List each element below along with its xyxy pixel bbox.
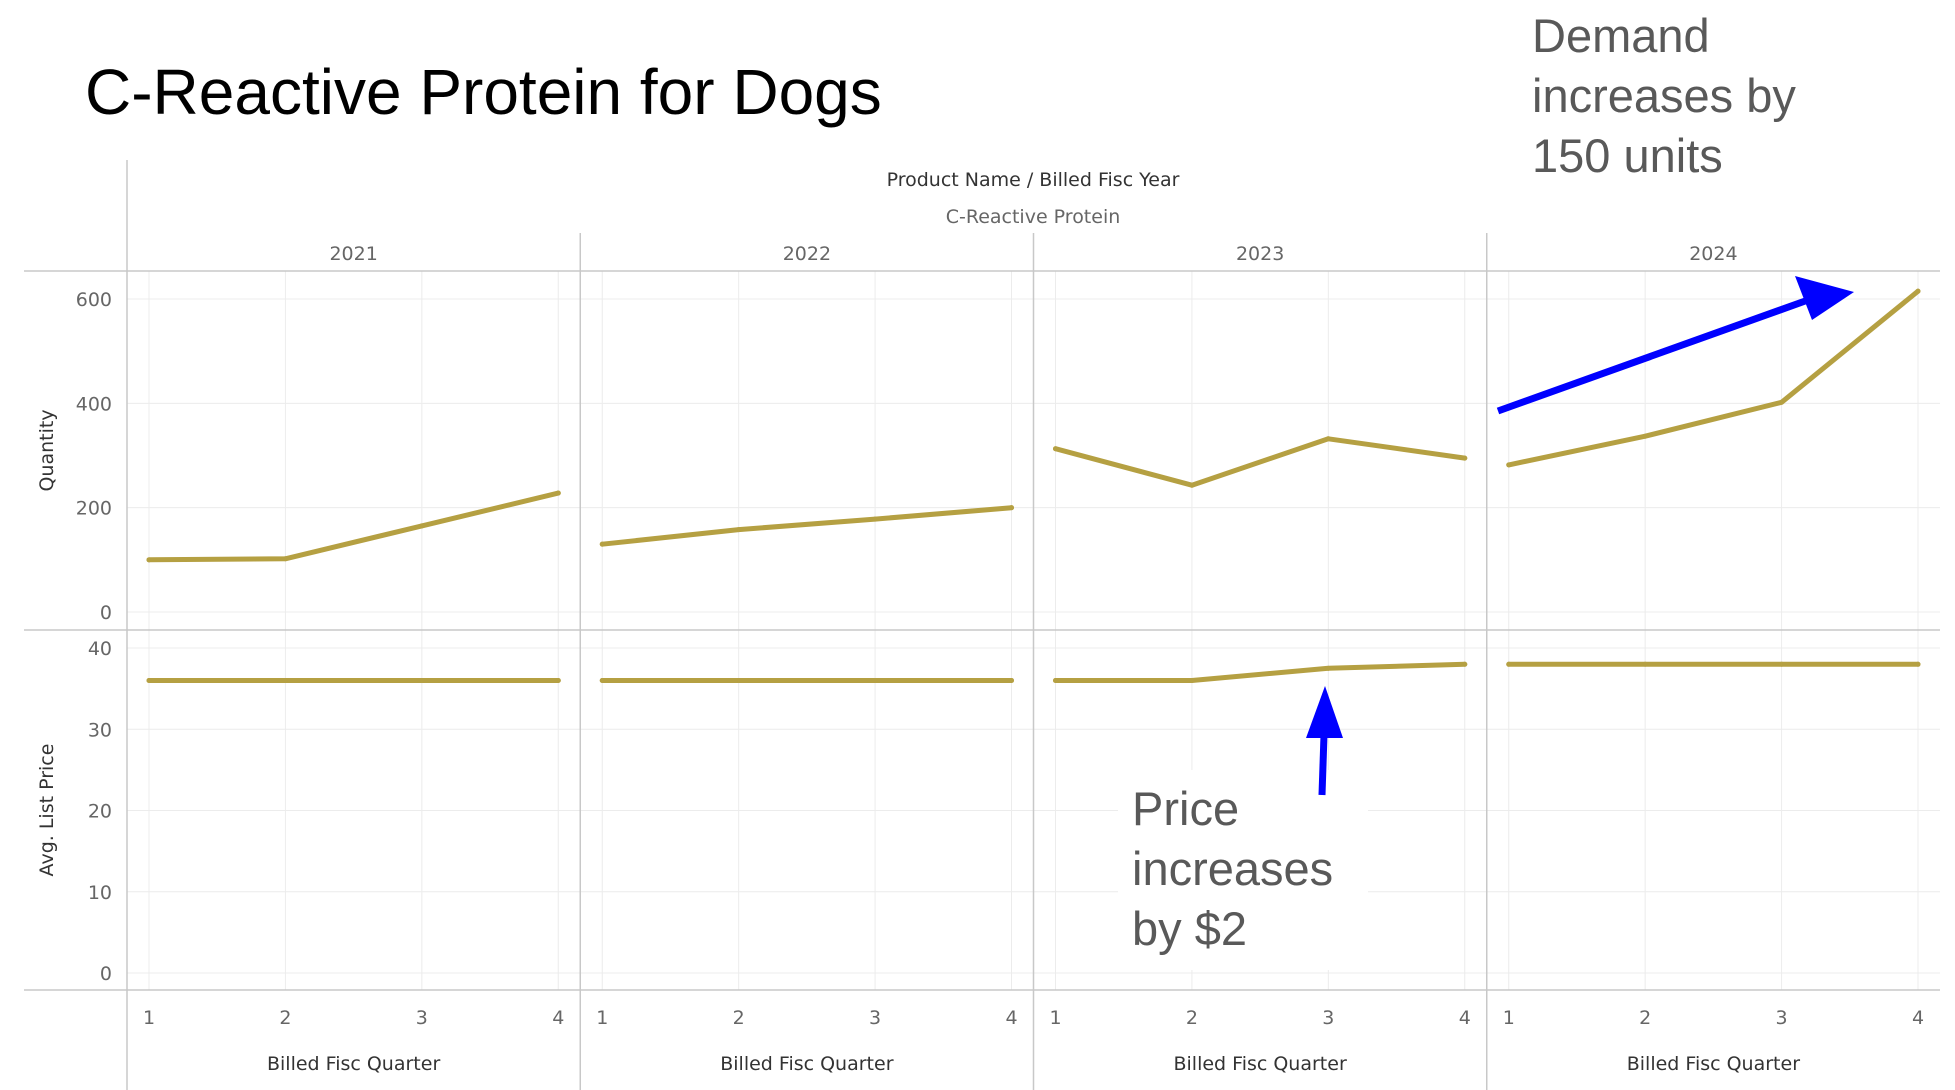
data-point bbox=[1009, 505, 1014, 511]
data-point bbox=[1506, 661, 1512, 667]
data-point bbox=[1053, 678, 1058, 683]
price-annotation-bg bbox=[1118, 770, 1368, 970]
price-arrowhead bbox=[1306, 686, 1343, 738]
x-axis-title: Billed Fisc Quarter bbox=[1173, 1053, 1346, 1075]
y-tick-label: 40 bbox=[88, 638, 112, 660]
chart-header: Product Name / Billed Fisc Year bbox=[887, 169, 1180, 191]
x-tick-label: 4 bbox=[1005, 1007, 1017, 1029]
data-point bbox=[1462, 661, 1468, 667]
data-point bbox=[419, 523, 425, 529]
data-point bbox=[1009, 678, 1014, 683]
year-header: 2024 bbox=[1689, 243, 1737, 265]
data-point bbox=[1506, 462, 1512, 468]
axis-labels: 0 200 400 600 Quantity 0 10 20 30 40 Avg. List Pri… bbox=[36, 243, 1924, 1075]
data-point bbox=[1779, 399, 1785, 405]
y-tick-label: 400 bbox=[76, 393, 112, 415]
series-line bbox=[1053, 436, 1468, 488]
data-point bbox=[419, 678, 425, 683]
data-point bbox=[1325, 665, 1331, 671]
y-tick-label: 30 bbox=[88, 719, 112, 741]
x-tick-label: 2 bbox=[1639, 1007, 1651, 1029]
x-axis-title: Billed Fisc Quarter bbox=[267, 1053, 440, 1075]
price-annotation-line-3: by $2 bbox=[1132, 902, 1247, 955]
data-point bbox=[1915, 661, 1921, 667]
data-point bbox=[736, 527, 742, 533]
data-point bbox=[146, 678, 152, 683]
data-point bbox=[555, 678, 561, 683]
x-tick-label: 1 bbox=[1503, 1007, 1515, 1029]
data-point bbox=[872, 516, 878, 522]
y-tick-label: 10 bbox=[88, 882, 112, 904]
demand-arrow bbox=[1496, 296, 1810, 415]
x-tick-label: 3 bbox=[869, 1007, 881, 1029]
x-axis-title: Billed Fisc Quarter bbox=[1627, 1053, 1800, 1075]
y-tick-label: 20 bbox=[88, 801, 112, 823]
data-point bbox=[1779, 661, 1785, 667]
data-point bbox=[599, 541, 605, 547]
page-title: C-Reactive Protein for Dogs bbox=[85, 56, 882, 128]
x-tick-label: 4 bbox=[1459, 1007, 1471, 1029]
year-header: 2023 bbox=[1236, 243, 1284, 265]
x-tick-label: 4 bbox=[552, 1007, 564, 1029]
demand-arrowhead bbox=[1795, 276, 1854, 320]
y-tick-label: 0 bbox=[100, 963, 112, 985]
data-point bbox=[146, 557, 152, 563]
y-axis-title: Quantity bbox=[36, 409, 58, 491]
demand-annotation: Demand increases by 150 units bbox=[1532, 9, 1796, 182]
price-annotation-line-1: Price bbox=[1132, 782, 1239, 835]
price-arrow bbox=[1318, 734, 1328, 796]
series-line bbox=[146, 490, 561, 563]
y-axis-title: Avg. List Price bbox=[36, 744, 58, 877]
data-point bbox=[1189, 678, 1195, 683]
panel-frame bbox=[24, 160, 1940, 1090]
product-label: C-Reactive Protein bbox=[946, 206, 1121, 228]
data-point bbox=[599, 678, 605, 683]
data-point bbox=[1915, 288, 1921, 294]
series-line bbox=[1053, 661, 1468, 683]
data-point bbox=[1053, 446, 1058, 452]
series-lines bbox=[146, 288, 1921, 683]
x-tick-label: 2 bbox=[279, 1007, 291, 1029]
data-point bbox=[1642, 661, 1648, 667]
demand-annotation-line-2: increases by bbox=[1532, 69, 1796, 122]
year-header: 2022 bbox=[783, 243, 831, 265]
x-tick-label: 3 bbox=[1776, 1007, 1788, 1029]
demand-annotation-line-1: Demand bbox=[1532, 9, 1710, 62]
price-annotation-line-2: increases bbox=[1132, 842, 1333, 895]
y-tick-label: 0 bbox=[100, 602, 112, 624]
data-point bbox=[555, 490, 561, 496]
x-axis-title: Billed Fisc Quarter bbox=[720, 1053, 893, 1075]
x-tick-label: 2 bbox=[733, 1007, 745, 1029]
data-point bbox=[1325, 436, 1331, 442]
series-line bbox=[1506, 288, 1921, 468]
x-tick-label: 1 bbox=[143, 1007, 155, 1029]
demand-annotation-line-3: 150 units bbox=[1532, 129, 1723, 182]
x-tick-label: 1 bbox=[596, 1007, 608, 1029]
data-point bbox=[282, 678, 288, 683]
x-tick-label: 2 bbox=[1186, 1007, 1198, 1029]
y-tick-label: 600 bbox=[76, 289, 112, 311]
price-annotation: Price increases by $2 bbox=[1132, 782, 1333, 955]
data-point bbox=[872, 678, 878, 683]
data-point bbox=[1642, 433, 1648, 439]
x-tick-label: 1 bbox=[1049, 1007, 1061, 1029]
x-tick-label: 3 bbox=[1322, 1007, 1334, 1029]
data-point bbox=[1189, 482, 1195, 488]
data-point bbox=[282, 556, 288, 562]
data-point bbox=[1462, 455, 1468, 461]
data-point bbox=[736, 678, 742, 683]
x-tick-label: 4 bbox=[1912, 1007, 1924, 1029]
y-tick-label: 200 bbox=[76, 498, 112, 520]
year-header: 2021 bbox=[329, 243, 377, 265]
series-line bbox=[599, 505, 1014, 547]
x-tick-label: 3 bbox=[416, 1007, 428, 1029]
